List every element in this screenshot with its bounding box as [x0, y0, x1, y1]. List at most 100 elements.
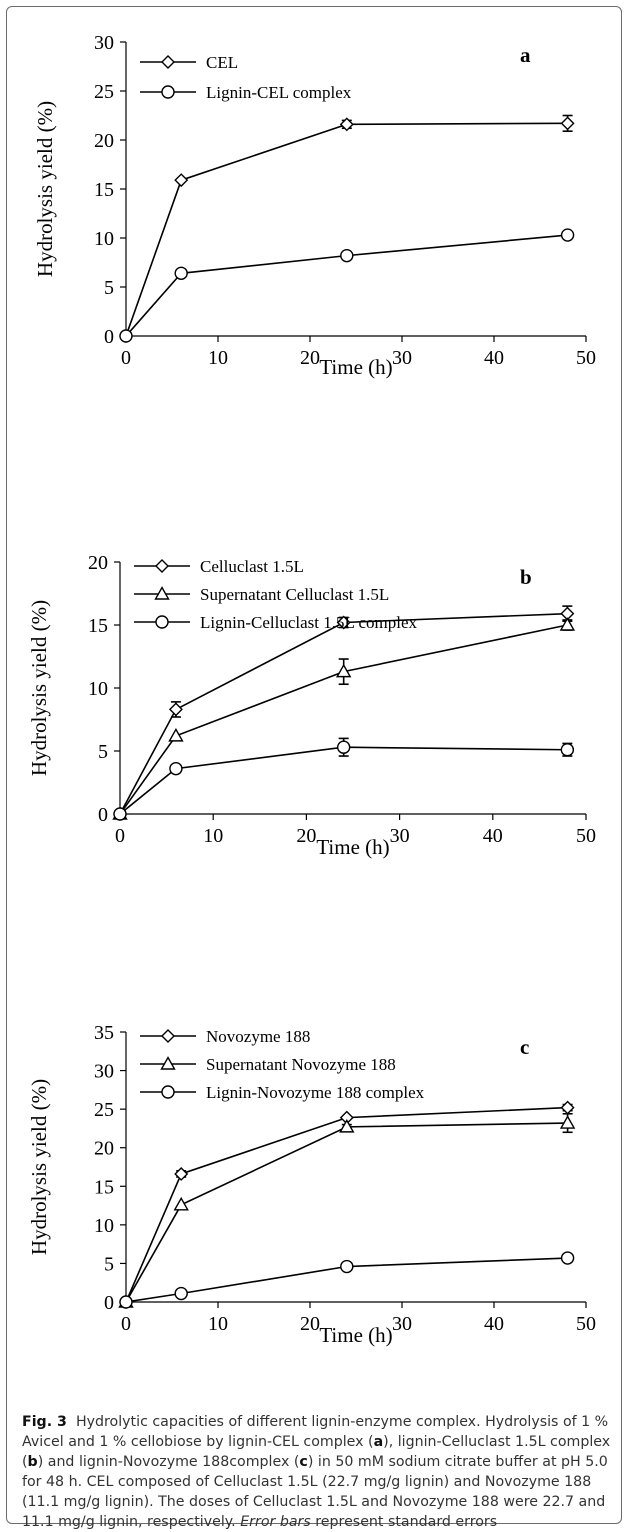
y-tick-label-a: 0	[104, 326, 114, 348]
y-tick-label-b: 0	[98, 804, 108, 826]
x-tick-label-b: 10	[203, 825, 223, 847]
y-tick-label-a: 10	[94, 228, 114, 250]
legend-marker-c-0	[161, 1029, 175, 1043]
y-axis-title-c: Hydrolysis yield (%)	[27, 1079, 51, 1255]
y-tick-label-c: 20	[94, 1138, 114, 1160]
x-axis-title-a: Time (h)	[319, 355, 392, 379]
legend-label-a-0: CEL	[206, 53, 238, 72]
panel-letter-a: a	[520, 43, 531, 67]
data-point-a-1	[340, 248, 354, 263]
y-tick-label-a: 20	[94, 130, 114, 152]
x-axis-title-c: Time (h)	[319, 1323, 392, 1347]
x-tick-label-a: 30	[392, 347, 412, 369]
legend-marker-a-0	[161, 55, 175, 69]
data-point-c-1	[173, 1196, 189, 1211]
data-point-c-0	[174, 1166, 189, 1181]
caption-text-3: ) and lignin-Novozyme 188complex (	[37, 1454, 300, 1470]
y-tick-label-b: 20	[88, 552, 108, 574]
chart-panel-b: 0 5 10 15 20 0 10 20 30 40 50 Time (h) Hydrolysis yi…	[27, 552, 596, 859]
x-tick-label-a: 20	[300, 347, 320, 369]
data-point-c-2	[340, 1259, 354, 1274]
x-tick-label-c: 40	[484, 1313, 504, 1335]
data-point-b-1	[335, 663, 352, 678]
legend-marker-c-1	[160, 1056, 176, 1070]
x-tick-label-a: 0	[121, 347, 131, 369]
legend-label-c-0: Novozyme 188	[206, 1027, 310, 1046]
x-tick-label-b: 40	[483, 825, 503, 847]
y-tick-label-c: 30	[94, 1061, 114, 1083]
x-tick-label-b: 30	[390, 825, 410, 847]
chart-panel-c: 0 5 10 15 20 25 30 35 0 10 20 30 40 50 Time (h) Hydroly…	[27, 1022, 596, 1347]
x-tick-label-c: 50	[576, 1313, 596, 1335]
figure-caption: Fig. 3 Hydrolytic capacities of differen…	[22, 1412, 612, 1532]
x-tick-label-c: 30	[392, 1313, 412, 1335]
y-tick-label-c: 5	[104, 1253, 114, 1275]
data-point-c-2	[174, 1286, 188, 1301]
y-tick-label-c: 0	[104, 1292, 114, 1314]
data-point-c-2	[560, 1251, 575, 1265]
y-tick-label-c: 35	[94, 1022, 114, 1044]
caption-text-4: ) in 50 mM sodium citrate buffer at pH 5…	[22, 1454, 608, 1530]
legend-marker-b-1	[154, 586, 170, 600]
caption-error-bars: Error bars	[240, 1514, 311, 1530]
data-point-a-0	[560, 116, 575, 131]
x-tick-label-b: 50	[576, 825, 596, 847]
data-point-c-1	[559, 1115, 576, 1129]
caption-text-2: ), lignin-Celluclast 1.5L complex (	[22, 1434, 611, 1470]
y-tick-label-c: 15	[94, 1176, 114, 1198]
caption-text-5: represent standard errors	[310, 1514, 498, 1530]
data-point-b-0	[168, 702, 183, 717]
legend-marker-b-0	[155, 559, 169, 573]
series-line-b-1	[119, 624, 568, 815]
x-tick-label-a: 50	[576, 347, 596, 369]
legend-marker-b-2	[155, 615, 169, 629]
series-line-b-2	[119, 746, 568, 815]
data-point-b-2	[113, 807, 127, 821]
y-tick-label-b: 10	[88, 678, 108, 700]
legend-label-b-2: Lignin-Celluclast 1.5L complex	[200, 613, 418, 632]
caption-text-1: Hydrolysis of 1 % Avicel and 1 % cellobi…	[22, 1414, 609, 1450]
data-point-b-1	[559, 617, 576, 631]
x-tick-label-c: 10	[208, 1313, 228, 1335]
series-line-a-0	[125, 122, 568, 337]
panel-letter-c: c	[520, 1035, 529, 1059]
data-point-a-1	[560, 228, 575, 242]
y-tick-label-c: 25	[94, 1099, 114, 1121]
data-point-b-2	[336, 740, 351, 754]
chart-panel-a: 0 5 10 15 20 25 30 0 10 20 30 40 50 Time (h) Hydrolysi…	[33, 32, 596, 379]
caption-panel-ref-a: a	[373, 1434, 384, 1450]
y-tick-label-a: 5	[104, 277, 114, 299]
y-tick-label-a: 30	[94, 32, 114, 54]
legend-label-b-1: Supernatant Celluclast 1.5L	[200, 585, 389, 604]
caption-panel-ref-c: c	[299, 1454, 308, 1470]
series-line-c-1	[125, 1122, 568, 1303]
legend-marker-a-1	[161, 85, 175, 99]
x-tick-label-c: 20	[300, 1313, 320, 1335]
y-axis-title-a: Hydrolysis yield (%)	[33, 101, 57, 277]
caption-label: Fig. 3	[22, 1414, 67, 1430]
caption-panel-ref-b: b	[27, 1454, 38, 1470]
legend-label-c-1: Supernatant Novozyme 188	[206, 1055, 396, 1074]
data-point-a-1	[174, 266, 188, 280]
y-tick-label-c: 10	[94, 1215, 114, 1237]
legend-label-b-0: Celluclast 1.5L	[200, 557, 304, 576]
data-point-b-2	[169, 761, 183, 776]
y-tick-label-b: 15	[88, 615, 108, 637]
legend-marker-c-2	[161, 1085, 175, 1099]
x-tick-label-a: 10	[208, 347, 228, 369]
data-point-b-0	[336, 615, 351, 630]
y-tick-label-a: 15	[94, 179, 114, 201]
legend-label-a-1: Lignin-CEL complex	[206, 83, 352, 102]
legend-label-c-2: Lignin-Novozyme 188 complex	[206, 1083, 425, 1102]
x-tick-label-b: 0	[115, 825, 125, 847]
series-line-c-0	[125, 1106, 568, 1303]
y-tick-label-b: 5	[98, 741, 108, 763]
data-point-b-2	[560, 743, 575, 757]
panel-letter-b: b	[520, 565, 532, 589]
data-point-a-0	[174, 173, 189, 188]
caption-title: Hydrolytic capacities of different ligni…	[75, 1414, 481, 1430]
y-tick-label-a: 25	[94, 81, 114, 103]
y-axis-title-b: Hydrolysis yield (%)	[27, 600, 51, 776]
x-tick-label-a: 40	[484, 347, 504, 369]
x-axis-title-b: Time (h)	[316, 835, 389, 859]
